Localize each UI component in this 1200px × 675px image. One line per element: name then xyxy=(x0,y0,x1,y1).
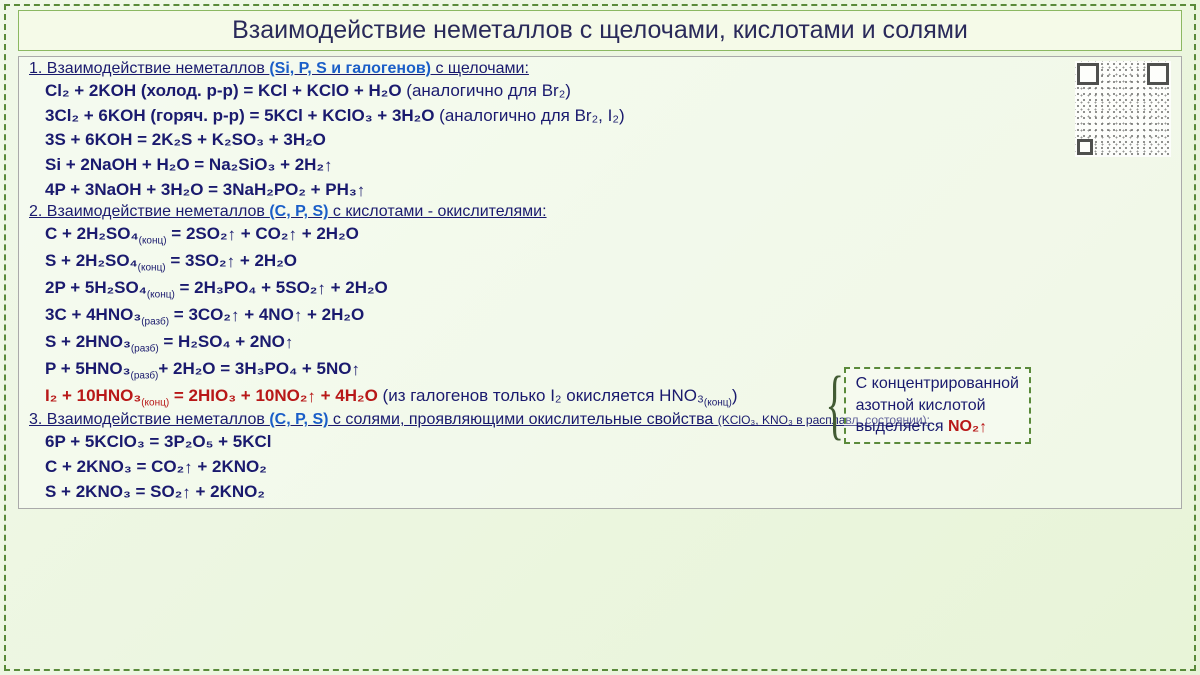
slide-inner: Взаимодействие неметаллов с щелочами, ки… xyxy=(0,0,1200,515)
page-title: Взаимодействие неметаллов с щелочами, ки… xyxy=(31,16,1169,45)
equation-1d: Si + 2NaOH + H₂O = Na₂SiO₃ + 2H₂↑ xyxy=(45,153,1171,178)
callout-line-3a: выделяется xyxy=(856,418,948,435)
callout-highlight: NO₂↑ xyxy=(948,418,987,435)
callout-line-3: выделяется NO₂↑ xyxy=(856,416,1019,438)
section-1-emph: (Si, P, S и галогенов) xyxy=(269,60,431,77)
callout-line-2: азотной кислотой xyxy=(856,395,1019,417)
equation-2c: 2P + 5H₂SO₄(конц) = 2H₃PO₄ + 5SO₂↑ + 2H₂… xyxy=(45,276,1171,303)
section-2-suffix: с кислотами - окислителями: xyxy=(328,203,546,220)
equation-1c: 3S + 6KOH = 2K₂S + K₂SO₃ + 3H₂O xyxy=(45,128,1171,153)
brace-icon: { xyxy=(825,365,844,443)
section-3-emph: (С, Р, S) xyxy=(269,411,328,428)
eq-1b-body: 3Cl₂ + 6KOH (горяч. р-р) = 5KCl + KClO₃ … xyxy=(45,106,439,125)
equation-2a: C + 2H₂SO₄(конц) = 2SO₂↑ + CO₂↑ + 2H₂O xyxy=(45,222,1171,249)
section-1-prefix: 1. Взаимодействие неметаллов xyxy=(29,60,269,77)
equation-3c: S + 2KNO₃ = SO₂↑ + 2KNO₂ xyxy=(45,480,1171,505)
eq-2g-body: I₂ + 10HNO₃(конц) = 2HIO₃ + 10NO₂↑ + 4H₂… xyxy=(45,386,383,405)
eq-1a-body: Cl₂ + 2KOH (холод. р-р) = KCl + KClO + H… xyxy=(45,81,406,100)
equation-3b: C + 2KNO₃ = CO₂↑ + 2KNO₂ xyxy=(45,455,1171,480)
section-1-suffix: с щелочами: xyxy=(431,60,529,77)
qr-code-icon xyxy=(1075,61,1171,157)
callout-box: С концентрированной азотной кислотой выд… xyxy=(844,367,1031,444)
eq-2g-note: (из галогенов только I₂ окисляется HNO₃(… xyxy=(383,386,738,405)
eq-1a-note: (аналогично для Br₂) xyxy=(406,81,571,100)
section-2-heading: 2. Взаимодействие неметаллов (С, Р, S) с… xyxy=(29,203,1171,221)
section-2-prefix: 2. Взаимодействие неметаллов xyxy=(29,203,269,220)
section-3-suffix: с солями, проявляющими окислительные сво… xyxy=(328,411,717,428)
section-2-emph: (С, Р, S) xyxy=(269,203,328,220)
equation-1a: Cl₂ + 2KOH (холод. р-р) = KCl + KClO + H… xyxy=(45,79,1171,104)
section-3-prefix: 3. Взаимодействие неметаллов xyxy=(29,411,269,428)
title-box: Взаимодействие неметаллов с щелочами, ки… xyxy=(18,10,1182,51)
section-1-heading: 1. Взаимодействие неметаллов (Si, P, S и… xyxy=(29,60,1171,78)
eq-1b-note: (аналогично для Br₂, I₂) xyxy=(439,106,624,125)
equation-1e: 4P + 3NaOH + 3H₂O = 3NaH₂PO₂ + PH₃↑ xyxy=(45,178,1171,203)
content-box: 1. Взаимодействие неметаллов (Si, P, S и… xyxy=(18,56,1182,509)
equation-2b: S + 2H₂SO₄(конц) = 3SO₂↑ + 2H₂O xyxy=(45,249,1171,276)
equation-1b: 3Cl₂ + 6KOH (горяч. р-р) = 5KCl + KClO₃ … xyxy=(45,104,1171,129)
callout-wrap: { С концентрированной азотной кислотой в… xyxy=(844,367,1031,444)
equation-2e: S + 2HNO₃(разб) = H₂SO₄ + 2NO↑ xyxy=(45,330,1171,357)
callout-line-1: С концентрированной xyxy=(856,373,1019,395)
equation-2d: 3C + 4HNO₃(разб) = 3CO₂↑ + 4NO↑ + 2H₂O xyxy=(45,303,1171,330)
